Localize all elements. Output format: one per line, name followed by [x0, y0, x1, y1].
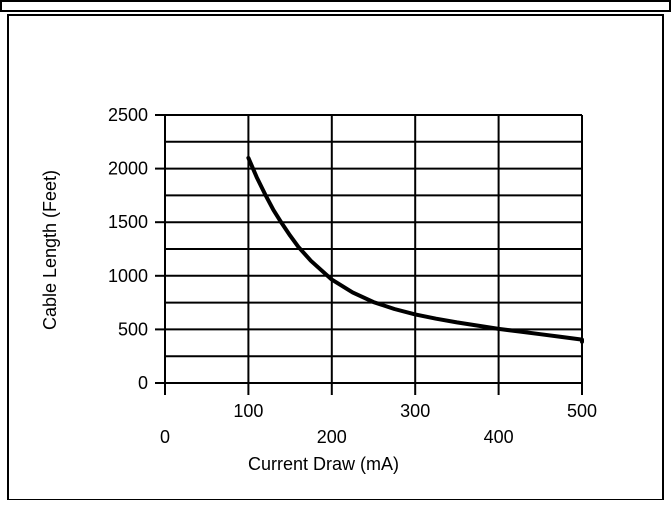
top-border — [0, 0, 671, 12]
x-tick-label-lower: 200 — [317, 427, 347, 447]
y-tick-label: 1500 — [108, 212, 148, 232]
x-axis-label: Current Draw (mA) — [248, 454, 399, 474]
y-tick-label: 1000 — [108, 266, 148, 286]
data-series-line — [246, 155, 584, 344]
x-tick-label-upper: 500 — [567, 401, 597, 421]
y-tick-label: 2000 — [108, 159, 148, 179]
ticks-layer: 0 500 1000 1500 2000 2500 100 300 500 0 200 400 — [108, 105, 597, 447]
x-tick-label-lower: 400 — [484, 427, 514, 447]
x-tick-label-upper: 300 — [400, 401, 430, 421]
x-tick-label-lower: 0 — [160, 427, 170, 447]
series-layer — [246, 155, 584, 344]
y-tick-label: 2500 — [108, 105, 148, 125]
axes-layer — [164, 115, 582, 384]
y-axis-label: Cable Length (Feet) — [40, 170, 60, 330]
x-tick-label-upper: 100 — [233, 401, 263, 421]
y-tick-label: 0 — [138, 373, 148, 393]
y-tick-label: 500 — [118, 319, 148, 339]
grid-layer — [165, 114, 583, 383]
